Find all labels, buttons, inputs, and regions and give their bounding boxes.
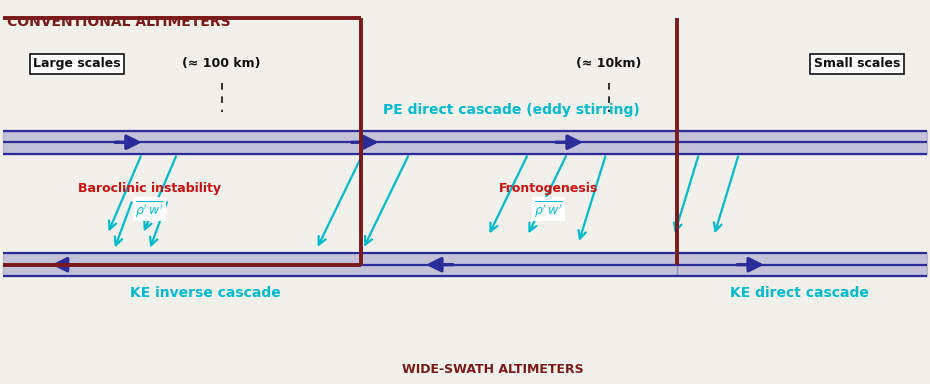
Text: (≈ 10km): (≈ 10km): [577, 57, 642, 70]
Text: Frontogenesis: Frontogenesis: [499, 182, 598, 195]
Text: PE direct cascade (eddy stirring): PE direct cascade (eddy stirring): [383, 103, 640, 118]
Text: Baroclinic instability: Baroclinic instability: [78, 182, 220, 195]
Text: KE direct cascade: KE direct cascade: [730, 286, 869, 300]
Text: CONVENTIONAL ALTIMETERS: CONVENTIONAL ALTIMETERS: [7, 15, 231, 29]
Text: $\overline{\rho'\,w'}$: $\overline{\rho'\,w'}$: [534, 199, 563, 219]
Text: Small scales: Small scales: [814, 57, 900, 70]
Text: KE inverse cascade: KE inverse cascade: [129, 286, 280, 300]
Text: $\overline{\rho'\,w'}$: $\overline{\rho'\,w'}$: [135, 199, 164, 219]
Text: WIDE-SWATH ALTIMETERS: WIDE-SWATH ALTIMETERS: [402, 362, 584, 376]
Text: Large scales: Large scales: [33, 57, 121, 70]
Text: (≈ 100 km): (≈ 100 km): [182, 57, 261, 70]
